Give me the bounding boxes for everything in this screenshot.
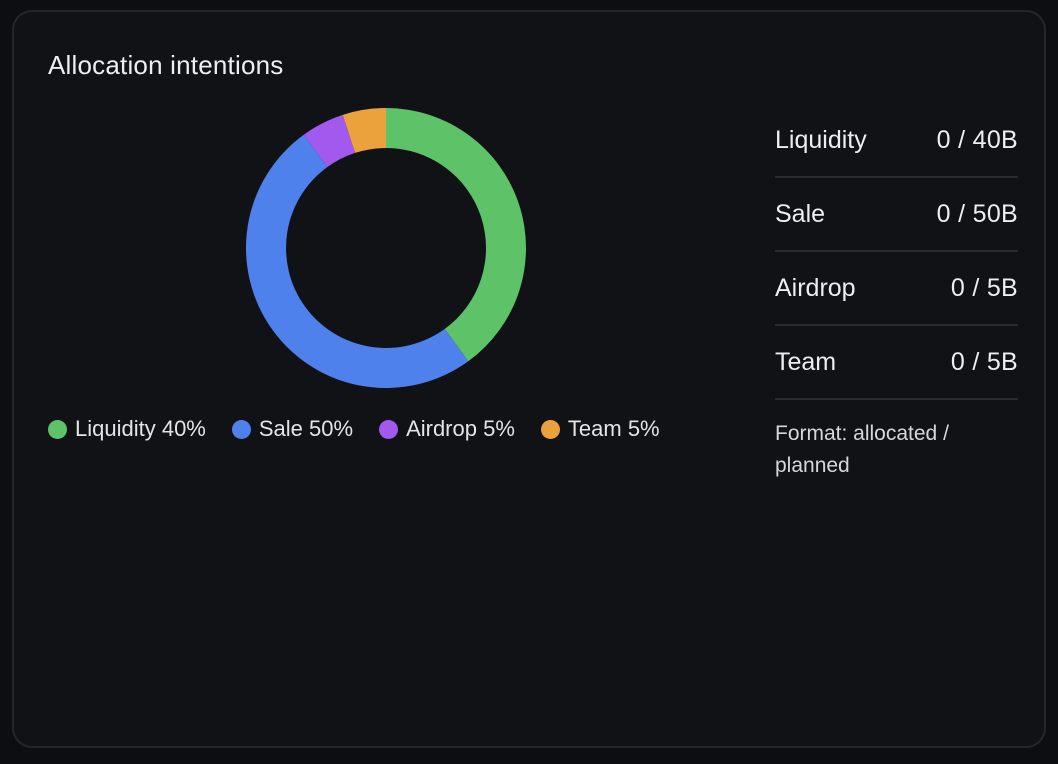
legend-label: Team 5% — [567, 416, 660, 441]
row-value: 0 / 5B — [950, 273, 1018, 302]
legend-label: Sale 50% — [258, 416, 354, 441]
donut-slice-airdrop — [303, 114, 356, 168]
card-title: Allocation intentions — [48, 50, 284, 80]
allocation-card: Allocation intentions Liquidity 40% Sale… — [12, 10, 1046, 748]
allocation-donut-chart — [246, 108, 526, 388]
legend-dot-icon — [48, 419, 67, 439]
table-row: Airdrop 0 / 5B — [775, 252, 1018, 326]
format-note: Format: allocated / planned — [775, 422, 949, 477]
legend-label: Liquidity 40% — [75, 416, 206, 441]
allocation-table: Liquidity 0 / 40B Sale 0 / 50B Airdrop 0… — [775, 104, 1018, 482]
donut-slice-sale — [246, 134, 469, 388]
row-value: 0 / 50B — [936, 199, 1018, 228]
legend-item-airdrop: Airdrop 5% — [379, 416, 515, 442]
legend-label: Airdrop 5% — [406, 416, 515, 441]
legend-dot-icon — [231, 419, 251, 439]
legend-item-team: Team 5% — [540, 416, 660, 442]
legend-item-liquidity: Liquidity 40% — [48, 416, 206, 442]
table-row: Team 0 / 5B — [775, 326, 1018, 400]
row-name: Sale — [775, 199, 826, 228]
chart-legend: Liquidity 40% Sale 50% Airdrop 5% Team 5… — [48, 416, 660, 442]
row-value: 0 / 5B — [950, 347, 1018, 376]
legend-item-sale: Sale 50% — [231, 416, 354, 442]
legend-dot-icon — [379, 419, 399, 439]
row-name: Liquidity — [775, 125, 867, 154]
table-row: Liquidity 0 / 40B — [775, 104, 1018, 178]
row-name: Team — [775, 347, 837, 376]
donut-slice-liquidity — [386, 108, 526, 362]
donut-slice-team — [342, 108, 386, 153]
legend-dot-icon — [540, 419, 560, 439]
row-value: 0 / 40B — [936, 125, 1018, 154]
row-name: Airdrop — [775, 273, 856, 302]
table-row: Sale 0 / 50B — [775, 178, 1018, 252]
